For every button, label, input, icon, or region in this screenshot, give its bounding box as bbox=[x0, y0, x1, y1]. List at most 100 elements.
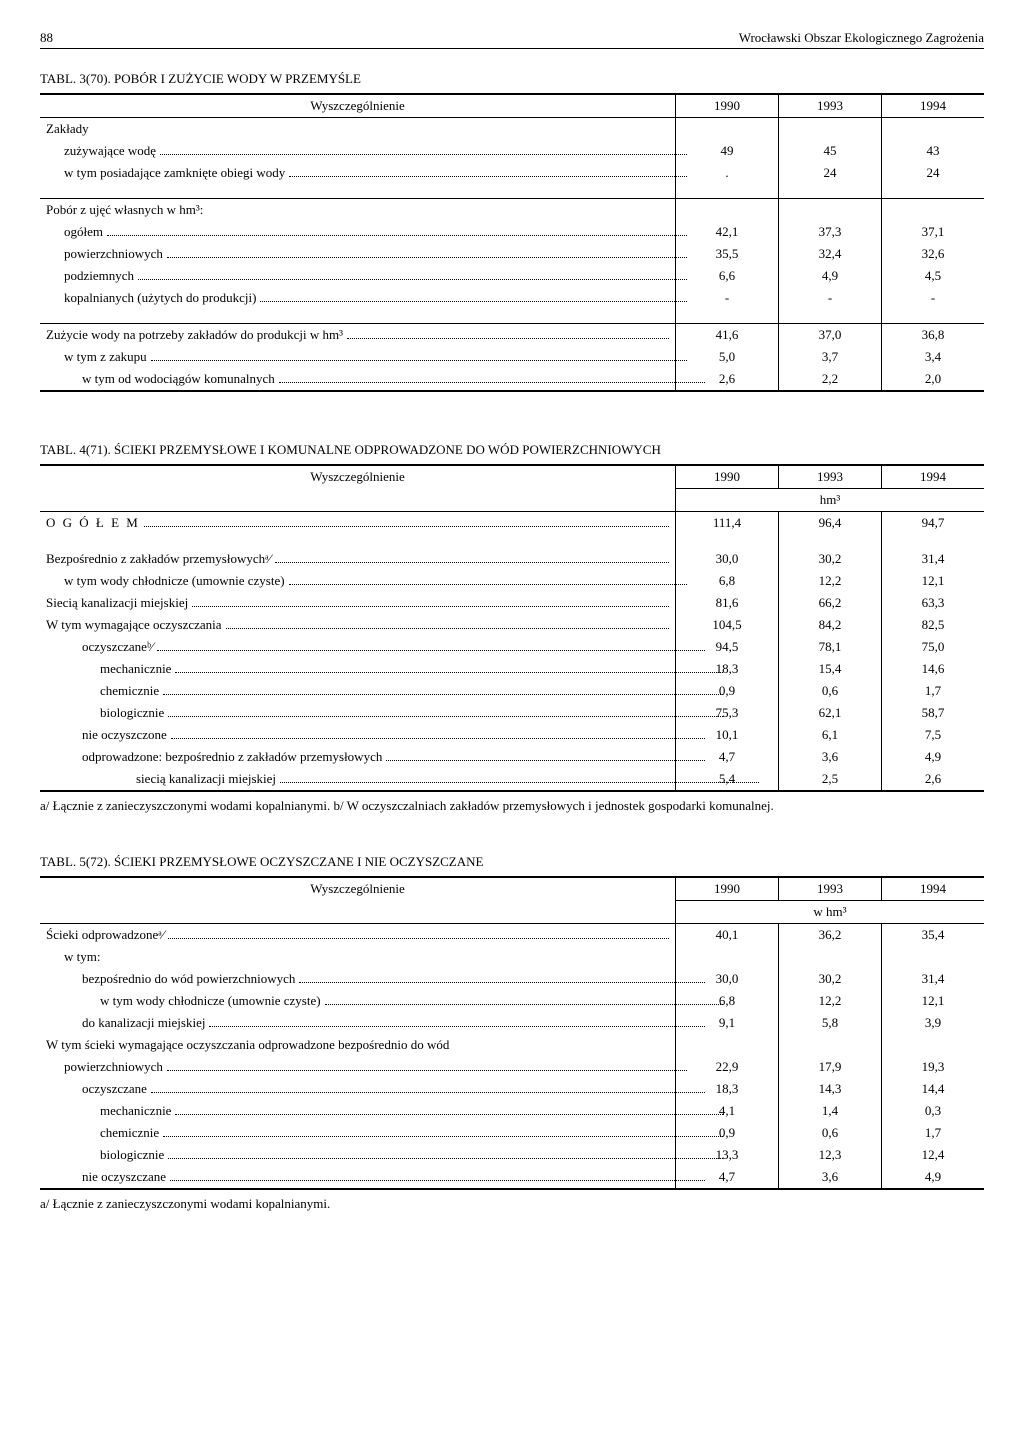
cell-value: 40,1 bbox=[676, 924, 779, 947]
table1-col-label: Wyszczególnienie bbox=[40, 94, 676, 118]
cell-value bbox=[779, 118, 882, 141]
row-label: mechanicznie bbox=[40, 658, 676, 680]
cell-value bbox=[676, 1034, 779, 1056]
page-number: 88 bbox=[40, 30, 53, 46]
row-label: W tym wymagające oczyszczania bbox=[40, 614, 676, 636]
cell-value: 84,2 bbox=[779, 614, 882, 636]
cell-value: 30,0 bbox=[676, 548, 779, 570]
table-row: nie oczyszczane4,73,64,9 bbox=[40, 1166, 984, 1189]
table3-col-label: Wyszczególnienie bbox=[40, 877, 676, 924]
table3-caption: TABL. 5(72). ŚCIEKI PRZEMYSŁOWE OCZYSZCZ… bbox=[40, 854, 984, 870]
table2-caption: TABL. 4(71). ŚCIEKI PRZEMYSŁOWE I KOMUNA… bbox=[40, 442, 984, 458]
cell-value: 3,4 bbox=[882, 346, 985, 368]
cell-value: 31,4 bbox=[882, 548, 985, 570]
table-row bbox=[40, 309, 984, 324]
row-label: siecią kanalizacji miejskiej bbox=[40, 768, 676, 791]
table-row: w tym: bbox=[40, 946, 984, 968]
cell-value: 24 bbox=[779, 162, 882, 184]
table-row: Ścieki odprowadzoneᵃ⁄40,136,235,4 bbox=[40, 924, 984, 947]
cell-value: 43 bbox=[882, 140, 985, 162]
cell-value: 12,3 bbox=[779, 1144, 882, 1166]
cell-value: 96,4 bbox=[779, 512, 882, 535]
cell-value: - bbox=[779, 287, 882, 309]
row-label: Pobór z ujęć własnych w hm³: bbox=[40, 199, 676, 222]
cell-value: 42,1 bbox=[676, 221, 779, 243]
cell-value bbox=[779, 199, 882, 222]
cell-value: 12,1 bbox=[882, 570, 985, 592]
row-label: powierzchniowych bbox=[40, 243, 676, 265]
cell-value: 14,6 bbox=[882, 658, 985, 680]
row-label: Siecią kanalizacji miejskiej bbox=[40, 592, 676, 614]
row-label: w tym: bbox=[40, 946, 676, 968]
table-row: Bezpośrednio z zakładów przemysłowychᵃ⁄3… bbox=[40, 548, 984, 570]
cell-value bbox=[882, 946, 985, 968]
cell-value: - bbox=[882, 287, 985, 309]
cell-value: 1,4 bbox=[779, 1100, 882, 1122]
cell-value: - bbox=[676, 287, 779, 309]
table-row: siecią kanalizacji miejskiej5,42,52,6 bbox=[40, 768, 984, 791]
cell-value: 63,3 bbox=[882, 592, 985, 614]
cell-value: 14,3 bbox=[779, 1078, 882, 1100]
table-row: chemicznie0,90,61,7 bbox=[40, 1122, 984, 1144]
cell-value: 104,5 bbox=[676, 614, 779, 636]
cell-value: 37,1 bbox=[882, 221, 985, 243]
cell-value: 62,1 bbox=[779, 702, 882, 724]
cell-value: 24 bbox=[882, 162, 985, 184]
table-row: w tym z zakupu5,03,73,4 bbox=[40, 346, 984, 368]
cell-value: 45 bbox=[779, 140, 882, 162]
cell-value: 3,6 bbox=[779, 746, 882, 768]
cell-value: 19,3 bbox=[882, 1056, 985, 1078]
cell-value: 32,6 bbox=[882, 243, 985, 265]
row-label: w tym wody chłodnicze (umownie czyste) bbox=[40, 570, 676, 592]
cell-value: 6,6 bbox=[676, 265, 779, 287]
cell-value: 41,6 bbox=[676, 324, 779, 347]
table2-year-1: 1993 bbox=[779, 465, 882, 489]
cell-value: 14,4 bbox=[882, 1078, 985, 1100]
table-row: nie oczyszczone10,16,17,5 bbox=[40, 724, 984, 746]
table-row: powierzchniowych22,917,919,3 bbox=[40, 1056, 984, 1078]
cell-value: 5,0 bbox=[676, 346, 779, 368]
table-row: Zakłady bbox=[40, 118, 984, 141]
table-row: w tym od wodociągów komunalnych2,62,22,0 bbox=[40, 368, 984, 391]
cell-value: 3,7 bbox=[779, 346, 882, 368]
table-row: kopalnianych (użytych do produkcji)--- bbox=[40, 287, 984, 309]
row-label: w tym od wodociągów komunalnych bbox=[40, 368, 676, 391]
cell-value: 4,9 bbox=[882, 1166, 985, 1189]
cell-value: 31,4 bbox=[882, 968, 985, 990]
table3-unit: w hm³ bbox=[676, 901, 985, 924]
table2-footnote: a/ Łącznie z zanieczyszczonymi wodami ko… bbox=[40, 798, 984, 814]
cell-value: 4,9 bbox=[882, 746, 985, 768]
table2-year-0: 1990 bbox=[676, 465, 779, 489]
table3-year-2: 1994 bbox=[882, 877, 985, 901]
page-title: Wrocławski Obszar Ekologicznego Zagrożen… bbox=[739, 30, 984, 46]
row-label: chemicznie bbox=[40, 1122, 676, 1144]
table-row: mechanicznie4,11,40,3 bbox=[40, 1100, 984, 1122]
cell-value: 36,2 bbox=[779, 924, 882, 947]
table3-year-1: 1993 bbox=[779, 877, 882, 901]
row-label: chemicznie bbox=[40, 680, 676, 702]
page-header: 88 Wrocławski Obszar Ekologicznego Zagro… bbox=[40, 30, 984, 49]
table2-col-label: Wyszczególnienie bbox=[40, 465, 676, 512]
table-row: biologicznie13,312,312,4 bbox=[40, 1144, 984, 1166]
cell-value bbox=[676, 946, 779, 968]
table3-year-0: 1990 bbox=[676, 877, 779, 901]
cell-value: 6,1 bbox=[779, 724, 882, 746]
cell-value: 12,4 bbox=[882, 1144, 985, 1166]
cell-value bbox=[882, 1034, 985, 1056]
row-label: biologicznie bbox=[40, 702, 676, 724]
cell-value: 17,9 bbox=[779, 1056, 882, 1078]
table-row bbox=[40, 534, 984, 548]
cell-value: 6,8 bbox=[676, 570, 779, 592]
cell-value bbox=[676, 199, 779, 222]
cell-value: 2,5 bbox=[779, 768, 882, 791]
table1-year-2: 1994 bbox=[882, 94, 985, 118]
cell-value: 49 bbox=[676, 140, 779, 162]
cell-value: . bbox=[676, 162, 779, 184]
table-row: oczyszczane18,314,314,4 bbox=[40, 1078, 984, 1100]
cell-value: 12,2 bbox=[779, 570, 882, 592]
cell-value: 0,6 bbox=[779, 680, 882, 702]
table2-unit: hm³ bbox=[676, 489, 985, 512]
cell-value bbox=[676, 118, 779, 141]
row-label: nie oczyszczone bbox=[40, 724, 676, 746]
cell-value bbox=[779, 1034, 882, 1056]
